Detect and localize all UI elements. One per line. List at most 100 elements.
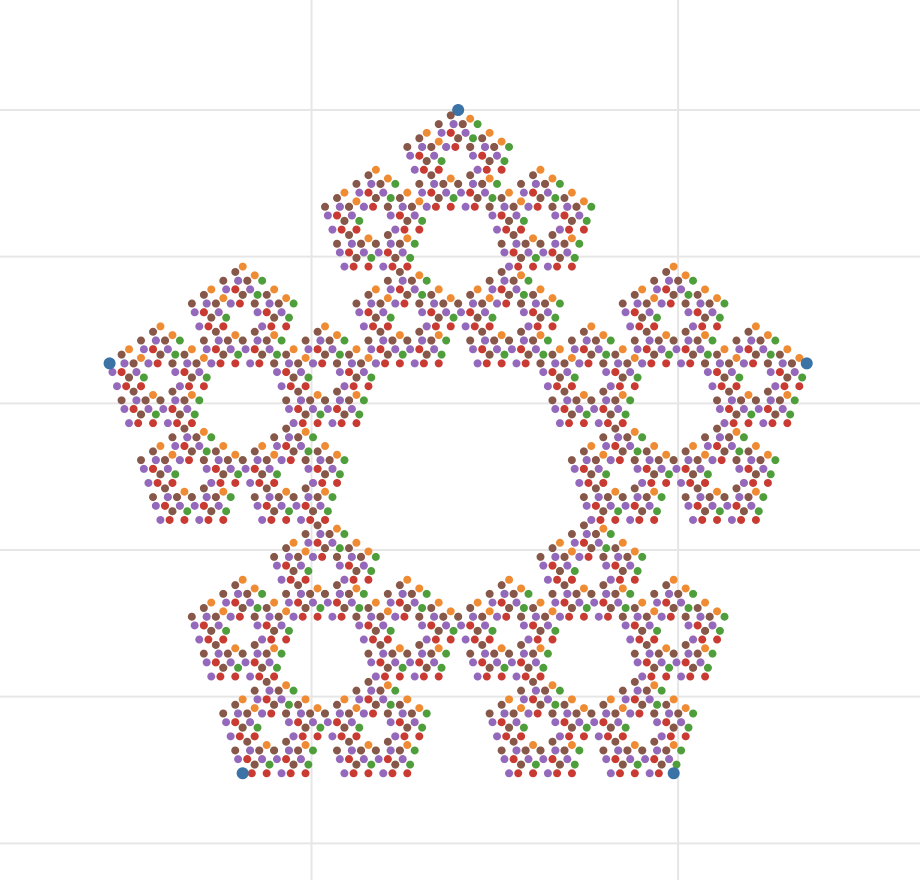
point-purple-4-43	[284, 718, 293, 727]
point-purple-4-73	[241, 658, 250, 667]
point-purple-0-30	[563, 202, 572, 211]
point-purple-1-89	[277, 501, 286, 510]
point-red-4-49	[180, 368, 189, 377]
point-brown-0-17	[529, 677, 538, 686]
point-orange-0-23	[238, 575, 247, 584]
point-purple-0-81	[727, 396, 736, 405]
point-brown-1-87	[623, 746, 632, 755]
point-purple-4-12	[621, 695, 630, 704]
point-purple-4-5	[519, 188, 528, 197]
point-brown-4-11	[701, 433, 710, 442]
point-red-3-50	[470, 202, 479, 211]
point-red-4-80	[509, 248, 518, 257]
point-red-3-101	[635, 322, 644, 331]
point-purple-0-121	[551, 359, 560, 368]
point-green-1-71	[626, 396, 635, 405]
point-purple-1-65	[430, 345, 439, 354]
point-purple-4-19	[171, 442, 180, 451]
point-brown-0-82	[642, 640, 651, 649]
point-brown-4-63	[371, 746, 380, 755]
point-brown-4-105	[485, 202, 494, 211]
point-green-2-7	[684, 603, 693, 612]
point-purple-3-107	[626, 635, 635, 644]
point-purple-1-62	[665, 755, 674, 764]
point-red-3-79	[216, 359, 225, 368]
point-brown-4-79	[199, 336, 208, 345]
point-purple-1-54	[265, 345, 274, 354]
point-brown-4-2	[567, 530, 576, 539]
point-red-4-37	[662, 718, 671, 727]
point-purple-0-33	[430, 612, 439, 621]
point-purple-1-42	[575, 718, 584, 727]
point-purple-4-1	[653, 285, 661, 294]
point-brown-0-96	[560, 387, 569, 396]
point-red-3-69	[204, 515, 213, 524]
point-purple-0-16	[614, 433, 623, 442]
point-purple-0-37	[665, 709, 674, 718]
point-green-2-44	[234, 470, 243, 479]
point-orange-1-116	[599, 450, 608, 459]
point-brown-4-104	[187, 299, 196, 308]
point-brown-2-2	[587, 544, 596, 553]
point-purple-4-122	[457, 621, 466, 630]
point-purple-0-4	[234, 276, 243, 285]
point-brown-0-23	[231, 581, 240, 590]
point-red-3-7	[666, 612, 675, 621]
point-purple-3-109	[277, 382, 286, 391]
point-orange-1-36	[763, 450, 772, 459]
point-purple-0-100	[418, 142, 427, 151]
point-purple-0-13	[367, 686, 376, 695]
point-purple-3-50	[461, 202, 470, 211]
point-red-3-57	[686, 672, 695, 681]
point-purple-1-16	[626, 442, 635, 451]
point-purple-3-5	[524, 202, 533, 211]
point-orange-1-83	[395, 644, 404, 653]
point-red-2-63	[403, 769, 412, 778]
point-red-2-29	[282, 322, 291, 331]
point-purple-0-76	[645, 336, 654, 345]
point-orange-1-78	[313, 584, 322, 593]
point-brown-4-112	[587, 709, 596, 718]
point-brown-4-69	[187, 493, 196, 502]
point-brown-0-113	[332, 700, 341, 709]
point-orange-1-102	[567, 547, 576, 556]
point-red-3-107	[635, 635, 644, 644]
point-orange-1-11	[732, 427, 741, 436]
point-red-2-98	[231, 672, 240, 681]
point-red-2-120	[352, 225, 361, 234]
point-brown-2-10	[505, 290, 514, 299]
point-purple-1-55	[563, 248, 572, 257]
point-brown-1-116	[591, 456, 600, 465]
point-purple-3-117	[493, 732, 502, 741]
point-purple-3-1	[657, 299, 666, 308]
point-purple-1-116	[594, 464, 603, 473]
point-brown-4-39	[301, 456, 310, 465]
point-red-2-39	[333, 478, 342, 487]
point-red-4-87	[611, 755, 620, 764]
point-green-2-78	[316, 603, 325, 612]
point-brown-0-73	[250, 640, 259, 649]
point-purple-3-14	[277, 456, 286, 465]
point-brown-2-71	[606, 410, 615, 419]
point-brown-1-78	[306, 589, 315, 598]
point-green-1-23	[258, 589, 267, 598]
point-brown-0-30	[560, 194, 569, 203]
point-red-4-50	[466, 188, 475, 197]
point-brown-0-33	[427, 603, 436, 612]
point-purple-3-9	[309, 359, 318, 368]
point-purple-1-35	[543, 308, 552, 317]
point-green-1-24	[175, 336, 184, 345]
point-green-2-2	[602, 544, 611, 553]
point-red-4-99	[129, 405, 138, 414]
point-brown-0-86	[693, 484, 702, 493]
point-brown-4-102	[536, 552, 545, 561]
point-purple-4-16	[602, 442, 611, 451]
point-purple-3-80	[505, 262, 514, 271]
point-red-4-112	[599, 718, 608, 727]
point-green-1-17	[555, 686, 564, 695]
point-brown-0-92	[509, 737, 518, 746]
point-brown-0-119	[149, 447, 158, 456]
point-purple-1-0	[461, 128, 470, 137]
point-red-2-42	[579, 732, 588, 741]
point-purple-4-88	[335, 755, 344, 764]
